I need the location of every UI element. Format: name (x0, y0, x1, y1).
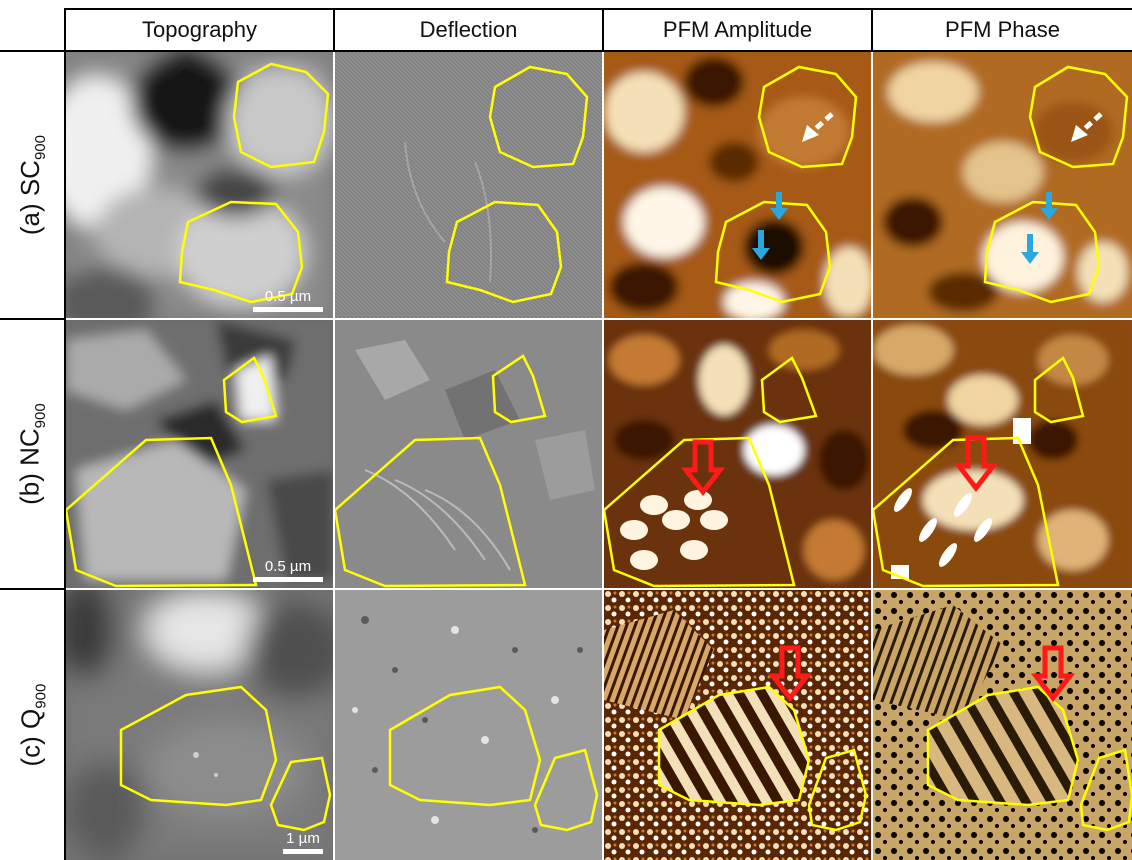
row-divider-1 (0, 318, 64, 320)
scale-bar-b: 0.5 µm (253, 558, 323, 582)
panel-c-pfm-amplitude (604, 590, 871, 860)
row-label-a: (a) SC900 (14, 134, 50, 236)
row-label-c: (c) Q900 (14, 683, 50, 767)
column-header-topography: Topography (142, 17, 257, 42)
scale-bar-c: 1 µm (283, 830, 323, 854)
scale-bar-a: 0.5 µm (253, 288, 323, 312)
panel-b-pfm-phase (873, 320, 1132, 588)
panel-a-deflection (335, 52, 602, 318)
col-divider-3 (871, 8, 873, 50)
panel-c-pfm-phase (873, 590, 1132, 860)
top-border (64, 8, 1132, 10)
panel-a-pfm-phase (873, 52, 1132, 318)
row-divider-2 (0, 588, 64, 590)
left-border (64, 8, 66, 860)
column-header-pfm-amplitude: PFM Amplitude (662, 17, 813, 42)
column-header-pfm-phase: PFM Phase (945, 17, 1060, 42)
row-label-b: (b) NC900 (14, 403, 50, 505)
header-divider (0, 50, 1132, 52)
panel-b-deflection (335, 320, 602, 588)
col-divider-2 (602, 8, 604, 50)
column-header-deflection: Deflection (419, 17, 518, 42)
panel-a-topography: 0.5 µm (66, 52, 333, 318)
panel-c-deflection (335, 590, 602, 860)
col-divider-1 (333, 8, 335, 50)
panel-c-topography: 1 µm (66, 590, 333, 860)
panel-a-pfm-amplitude (604, 52, 871, 318)
panel-b-pfm-amplitude (604, 320, 871, 588)
panel-b-topography: 0.5 µm (66, 320, 333, 588)
